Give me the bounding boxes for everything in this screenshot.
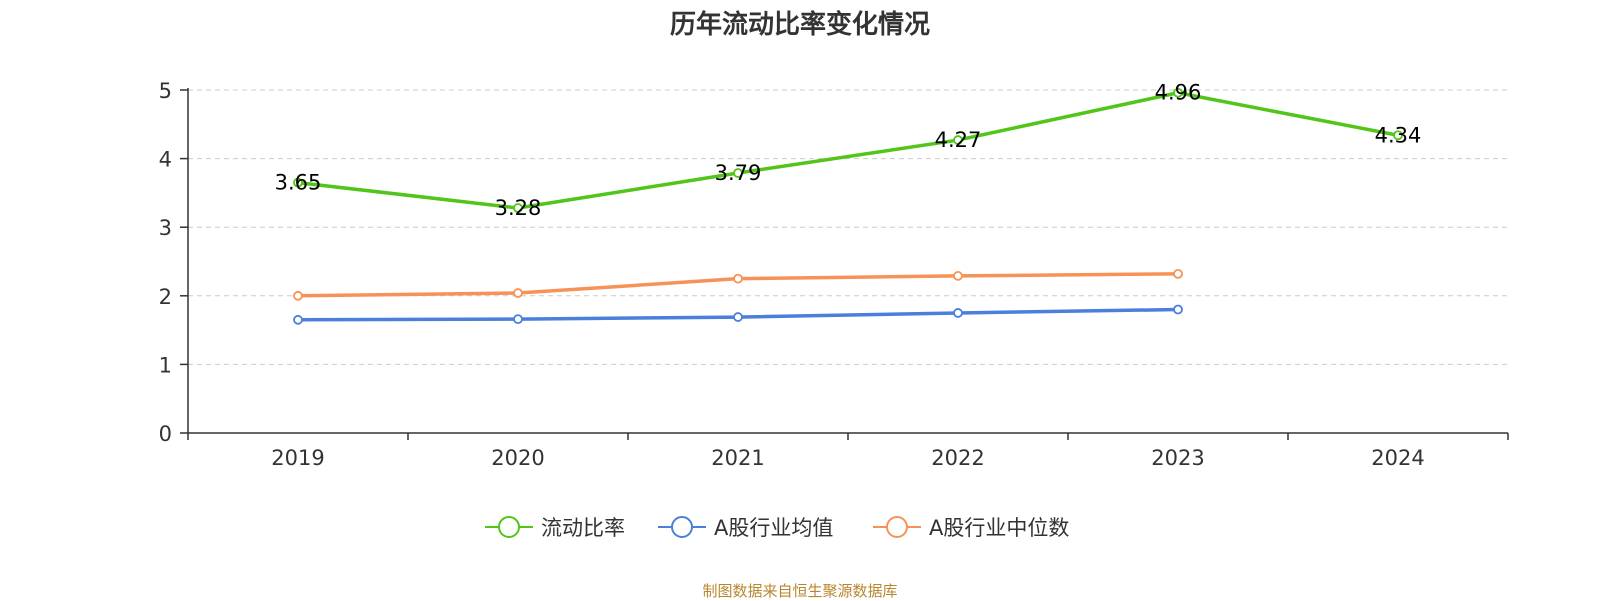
y-tick-label: 4: [159, 148, 172, 172]
legend-marker: [886, 516, 908, 538]
data-point: [293, 314, 303, 325]
legend-marker: [498, 516, 520, 538]
data-point: [733, 312, 743, 322]
data-point: [513, 203, 523, 213]
x-tick-label: 2019: [271, 446, 324, 470]
y-tick-label: 3: [159, 216, 172, 240]
data-label: 4.34: [1375, 123, 1422, 147]
x-tick-label: 2024: [1371, 446, 1424, 470]
x-tick-label: 2023: [1151, 446, 1204, 470]
data-point: [953, 135, 963, 145]
data-point: [953, 308, 963, 318]
data-point: [513, 314, 523, 325]
data-point: [293, 177, 303, 188]
data-point: [513, 288, 523, 298]
data-label: 3.79: [715, 161, 762, 185]
legend-label: 流动比率: [541, 516, 625, 540]
data-label: 4.96: [1155, 81, 1202, 105]
y-tick-label: 0: [159, 422, 172, 446]
data-point: [733, 273, 743, 284]
data-point: [953, 271, 963, 281]
data-label: 3.28: [495, 196, 542, 220]
x-tick-label: 2021: [711, 446, 764, 470]
legend-label: A股行业均值: [714, 516, 833, 540]
data-point: [1173, 304, 1183, 315]
data-point: [1173, 87, 1183, 98]
data-point: [293, 290, 303, 301]
data-point: [733, 168, 743, 178]
series-line: [297, 90, 1399, 210]
chart-title: 历年流动比率变化情况: [669, 10, 930, 40]
source-note: 制图数据来自恒生聚源数据库: [702, 582, 898, 600]
data-label: 4.27: [935, 128, 982, 152]
y-tick-label: 2: [159, 285, 172, 309]
data-label: 3.65: [275, 171, 322, 195]
y-tick-label: 1: [159, 353, 172, 377]
legend-marker: [671, 516, 693, 538]
legend-label: A股行业中位数: [929, 516, 1069, 540]
data-point: [1393, 130, 1403, 141]
data-point: [1173, 268, 1183, 279]
x-tick-label: 2020: [491, 446, 544, 470]
x-tick-label: 2022: [931, 446, 984, 470]
y-tick-label: 5: [159, 79, 172, 103]
